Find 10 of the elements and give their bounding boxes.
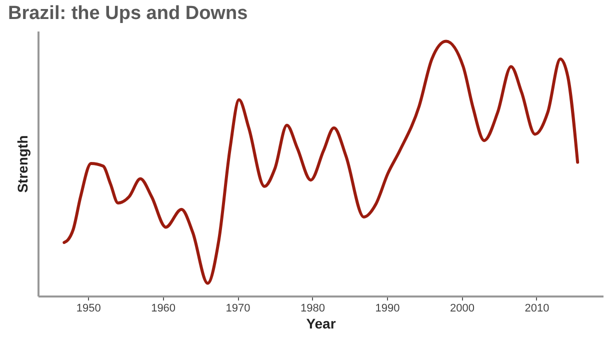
x-tick-label: 1950 [76, 302, 101, 314]
chart-title: Brazil: the Ups and Downs [8, 3, 248, 24]
x-tick-label: 1960 [151, 302, 176, 314]
x-tick-label: 1970 [226, 302, 250, 314]
x-axis-title: Year [306, 316, 336, 332]
x-tick-label: 2010 [524, 302, 550, 314]
x-tick-label: 2000 [450, 302, 474, 314]
x-tick-label: 1990 [375, 302, 400, 314]
y-axis-title: Strength [14, 135, 30, 193]
x-tick-label: 1980 [300, 302, 326, 314]
